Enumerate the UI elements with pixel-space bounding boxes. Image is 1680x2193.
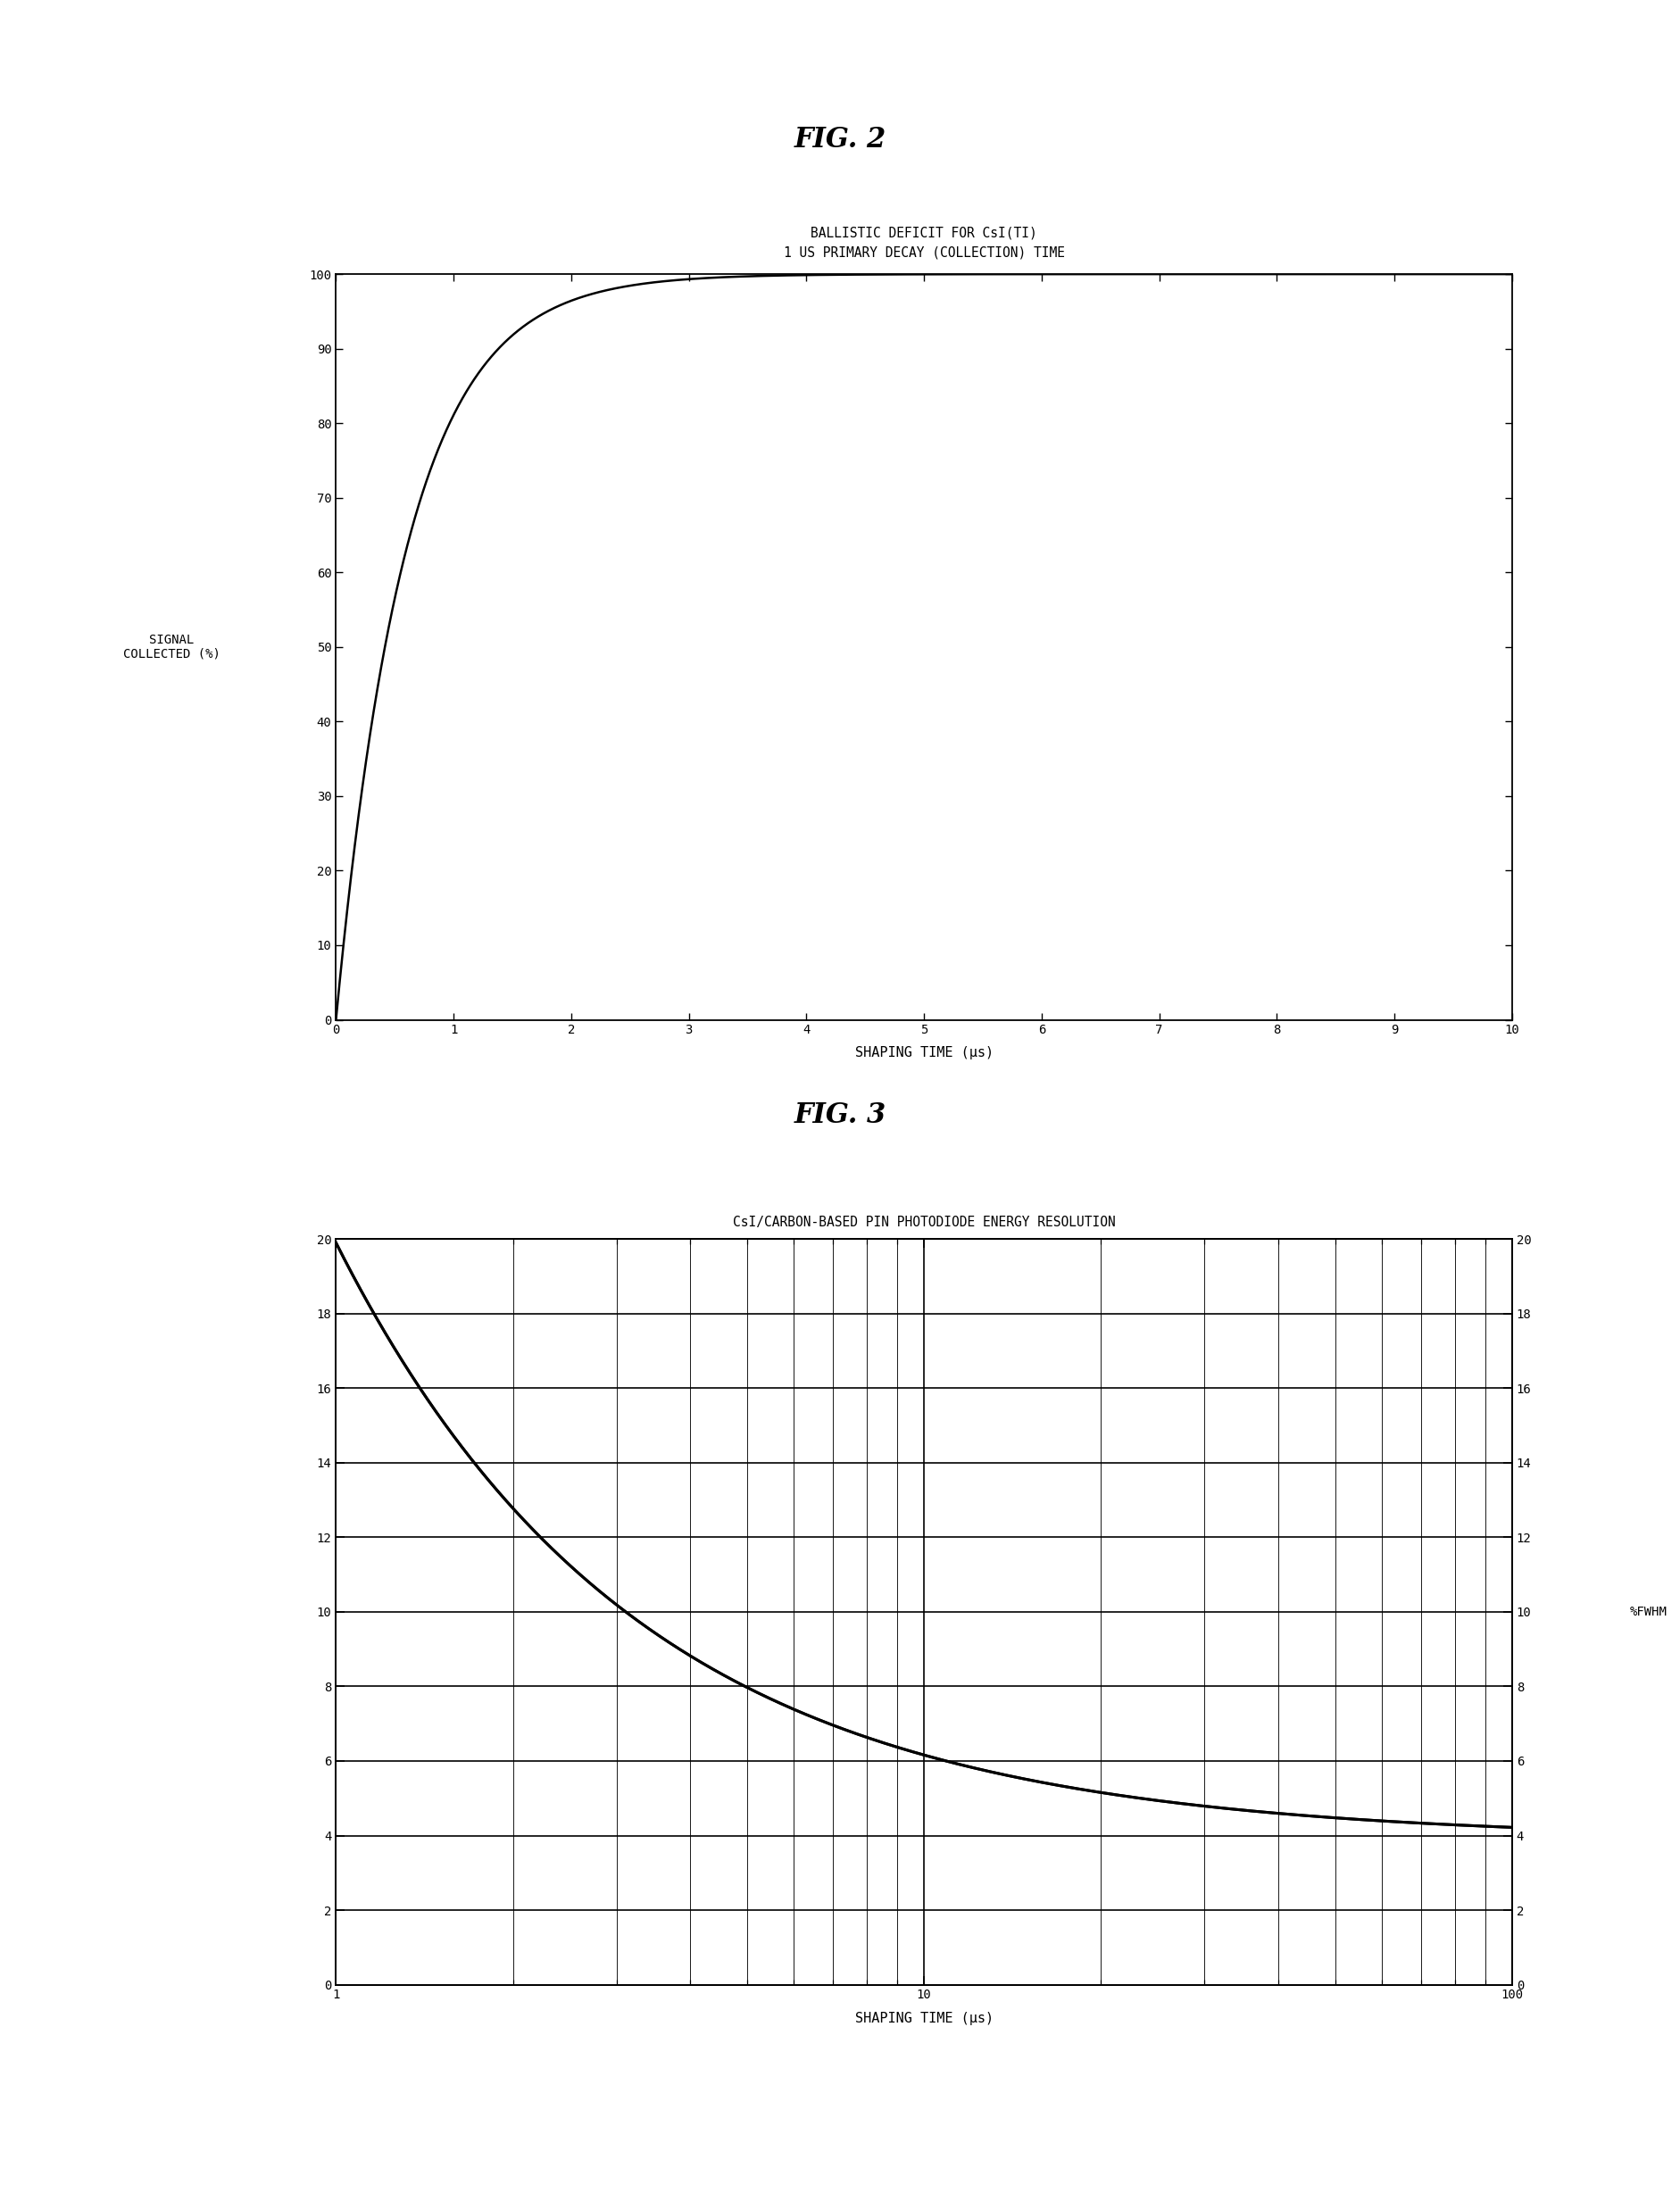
- Text: FIG. 2: FIG. 2: [795, 125, 885, 154]
- Title: CsI/CARBON-BASED PIN PHOTODIODE ENERGY RESOLUTION: CsI/CARBON-BASED PIN PHOTODIODE ENERGY R…: [732, 1215, 1116, 1230]
- Text: SIGNAL
COLLECTED (%): SIGNAL COLLECTED (%): [123, 634, 220, 660]
- Text: %FWHM: %FWHM: [1630, 1605, 1667, 1618]
- X-axis label: SHAPING TIME (μs): SHAPING TIME (μs): [855, 1046, 993, 1059]
- Title: BALLISTIC DEFICIT FOR CsI(TI)
1 US PRIMARY DECAY (COLLECTION) TIME: BALLISTIC DEFICIT FOR CsI(TI) 1 US PRIMA…: [783, 226, 1065, 259]
- Text: FIG. 3: FIG. 3: [795, 1101, 885, 1129]
- X-axis label: SHAPING TIME (μs): SHAPING TIME (μs): [855, 2011, 993, 2024]
